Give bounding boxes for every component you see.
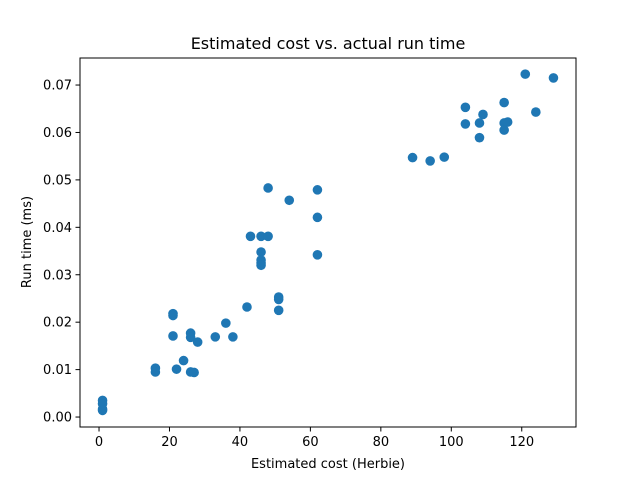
x-tick-label: 120 bbox=[509, 435, 534, 450]
y-tick-label: 0.01 bbox=[43, 363, 72, 378]
x-tick-label: 80 bbox=[373, 435, 390, 450]
y-axis-ticks: 0.00 0.01 0.02 0.03 0.04 0.05 0.06 0.07 bbox=[43, 79, 80, 426]
data-point bbox=[171, 364, 182, 374]
data-point bbox=[192, 337, 203, 347]
data-point bbox=[312, 212, 323, 223]
data-point bbox=[502, 117, 513, 127]
x-tick-label: 0 bbox=[95, 435, 103, 450]
data-point bbox=[474, 132, 485, 143]
x-axis-ticks: 0 20 40 60 80 100 120 bbox=[95, 427, 534, 450]
data-point bbox=[499, 97, 509, 108]
data-point bbox=[168, 331, 178, 341]
data-point bbox=[474, 118, 485, 128]
y-tick-label: 0.00 bbox=[43, 411, 72, 426]
data-point bbox=[460, 119, 471, 129]
data-point bbox=[256, 260, 266, 271]
data-point bbox=[312, 185, 323, 195]
data-point bbox=[478, 109, 488, 120]
data-point bbox=[242, 302, 252, 312]
data-point bbox=[531, 107, 541, 117]
plot-frame bbox=[79, 57, 577, 428]
data-point bbox=[407, 152, 418, 163]
data-point bbox=[520, 69, 531, 79]
x-axis-label: Estimated cost (Herbie) bbox=[251, 457, 405, 472]
chart-title: Estimated cost vs. actual run time bbox=[191, 34, 466, 53]
points-layer bbox=[97, 69, 559, 416]
data-point bbox=[150, 367, 161, 377]
y-axis-label: Run time (ms) bbox=[20, 196, 35, 288]
data-point bbox=[499, 125, 509, 135]
data-point bbox=[460, 102, 471, 113]
plot-area bbox=[80, 58, 576, 427]
data-point bbox=[284, 195, 295, 206]
data-point bbox=[273, 305, 284, 316]
x-tick-label: 40 bbox=[232, 435, 249, 450]
data-point bbox=[273, 294, 284, 305]
data-point bbox=[210, 332, 221, 342]
y-tick-label: 0.06 bbox=[43, 126, 72, 141]
data-point bbox=[425, 156, 435, 166]
data-point bbox=[221, 318, 231, 328]
data-point bbox=[548, 73, 559, 83]
data-point bbox=[256, 231, 266, 242]
data-point bbox=[245, 231, 256, 242]
x-tick-label: 60 bbox=[302, 435, 319, 450]
data-point bbox=[312, 250, 323, 260]
data-point bbox=[189, 367, 199, 378]
data-point bbox=[263, 231, 273, 242]
data-point bbox=[263, 183, 273, 193]
data-point bbox=[228, 332, 238, 342]
data-point bbox=[256, 247, 266, 257]
data-point bbox=[97, 405, 108, 416]
y-tick-label: 0.07 bbox=[43, 79, 72, 94]
y-tick-label: 0.02 bbox=[43, 316, 72, 331]
x-tick-label: 100 bbox=[439, 435, 464, 450]
x-tick-label: 20 bbox=[161, 435, 178, 450]
y-tick-label: 0.04 bbox=[43, 221, 72, 236]
data-point bbox=[185, 332, 196, 343]
data-point bbox=[439, 152, 450, 162]
data-point bbox=[178, 355, 189, 366]
y-tick-label: 0.03 bbox=[43, 268, 72, 283]
data-point bbox=[168, 310, 178, 321]
y-tick-label: 0.05 bbox=[43, 173, 72, 188]
